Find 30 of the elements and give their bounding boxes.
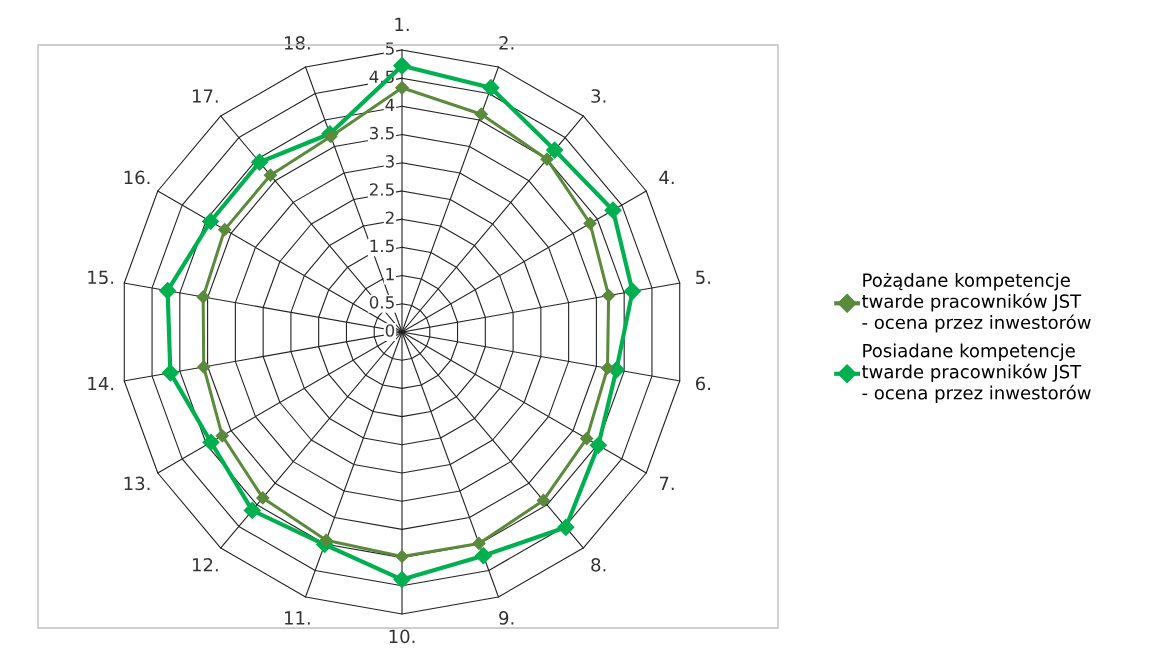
- y-tick-label: 3: [385, 155, 394, 168]
- spoke-label: 7.: [659, 476, 674, 490]
- spoke-label: 8.: [591, 557, 606, 572]
- spoke-label: 16.: [124, 170, 150, 185]
- spoke-label: 15.: [88, 270, 114, 285]
- spoke-label: 2.: [499, 36, 514, 50]
- y-tick-label: 2: [385, 211, 394, 224]
- spoke-label: 17.: [192, 89, 218, 103]
- y-tick-label: 3.5: [370, 126, 394, 140]
- spoke-label: 4.: [659, 170, 674, 184]
- spoke-label: 1.: [395, 17, 409, 32]
- spoke-label: 14.: [88, 376, 114, 391]
- spoke-label: 5.: [696, 270, 710, 285]
- y-tick-label: 4: [385, 98, 395, 111]
- spoke-label: 11.: [284, 611, 310, 625]
- spoke-label: 9.: [499, 611, 514, 625]
- spoke-label: 13.: [124, 476, 150, 491]
- legend-label: Posiadane kompetencje twarde pracowników JST - ocena przez inwestorów: [862, 343, 1091, 404]
- y-tick-label: 2.5: [369, 183, 394, 196]
- spoke-label: 18.: [284, 36, 310, 50]
- spoke-label: 6.: [695, 376, 710, 391]
- y-tick-label: 0: [385, 324, 395, 337]
- y-tick-label: 5: [385, 42, 394, 55]
- y-tick-label: 1.5: [370, 239, 394, 253]
- spoke-label: 12.: [192, 557, 218, 572]
- spoke-label: 3.: [591, 89, 606, 103]
- spoke-label: 10.: [389, 629, 415, 644]
- y-tick-label: 0.5: [369, 296, 394, 309]
- y-tick-label: 1: [386, 268, 394, 281]
- legend-label: Pożądane kompetencje twarde pracowników JST - ocena przez inwestorów: [862, 272, 1091, 333]
